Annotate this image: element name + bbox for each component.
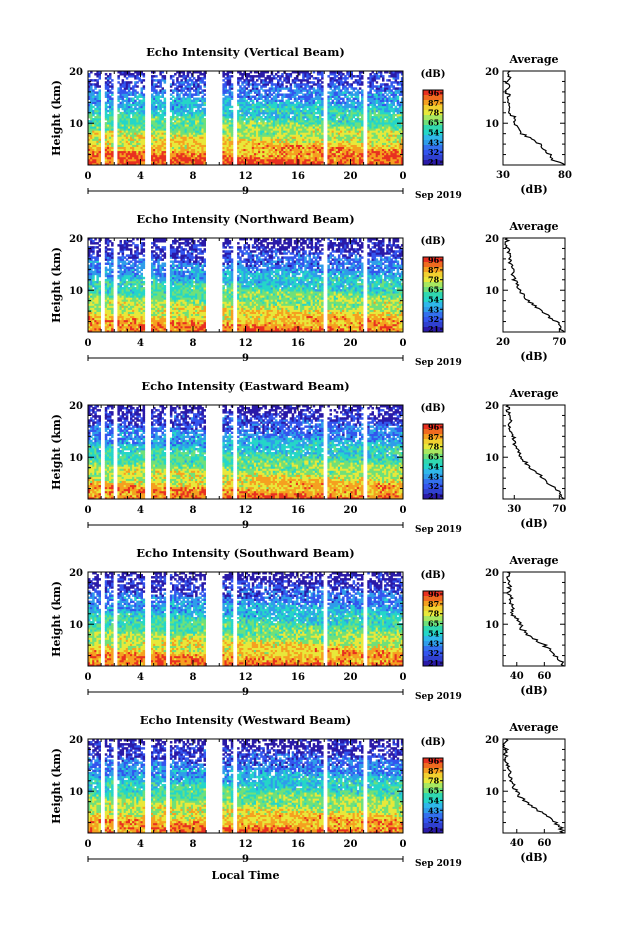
heatmap-cell	[155, 75, 158, 77]
heatmap-cell	[143, 79, 146, 81]
heatmap-cell	[321, 85, 324, 87]
heatmap-cell	[382, 75, 385, 77]
heatmap-cell	[204, 118, 207, 120]
heatmap-cell	[99, 85, 102, 87]
heatmap-cell	[204, 89, 207, 91]
heatmap-cell	[109, 73, 112, 75]
heatmap-cell	[376, 81, 379, 83]
heatmap-cell	[111, 83, 114, 85]
heatmap-cell	[361, 89, 364, 91]
figure: Echo Intensity (Vertical Beam) 20 10 Height…	[0, 0, 619, 929]
heatmap-cell	[111, 91, 114, 93]
heatmap-cell	[231, 75, 234, 77]
heatmap-cell	[111, 98, 114, 100]
panel-0: Echo Intensity (Vertical Beam)2010Height…	[50, 45, 572, 201]
heatmap-cell	[130, 81, 133, 83]
heatmap-cell	[136, 85, 139, 87]
heatmap-cell	[231, 110, 234, 112]
heatmap-cell	[231, 83, 234, 85]
heatmap-cell	[164, 89, 167, 91]
heatmap-cell	[164, 98, 167, 100]
heatmap-cell	[231, 106, 234, 108]
heatmap-cell	[321, 118, 324, 120]
heatmap-cell	[321, 98, 324, 100]
heatmap-cell	[99, 89, 102, 91]
heatmap-cell	[143, 85, 146, 87]
heatmap-cell	[321, 81, 324, 83]
heatmap-cell	[204, 98, 207, 100]
heatmap-cells	[88, 71, 403, 165]
heatmap-cell	[199, 85, 202, 87]
heatmap-cell	[204, 108, 207, 110]
heatmap-cell	[164, 118, 167, 120]
heatmap-cell	[361, 81, 364, 83]
heatmap-cell	[231, 91, 234, 93]
figure-svg: Echo Intensity (Vertical Beam)2010Height…	[0, 0, 619, 929]
heatmap-cell	[204, 81, 207, 83]
heatmap-cell	[143, 93, 146, 95]
heatmap-cell	[111, 79, 114, 81]
heatmap-cell	[164, 75, 167, 77]
heatmap-cell	[204, 93, 207, 95]
heatmap-cell	[361, 75, 364, 77]
heatmap-cell	[172, 79, 175, 81]
heatmap-cell	[143, 73, 146, 75]
panel-title: Echo Intensity (Vertical Beam)	[146, 45, 345, 59]
